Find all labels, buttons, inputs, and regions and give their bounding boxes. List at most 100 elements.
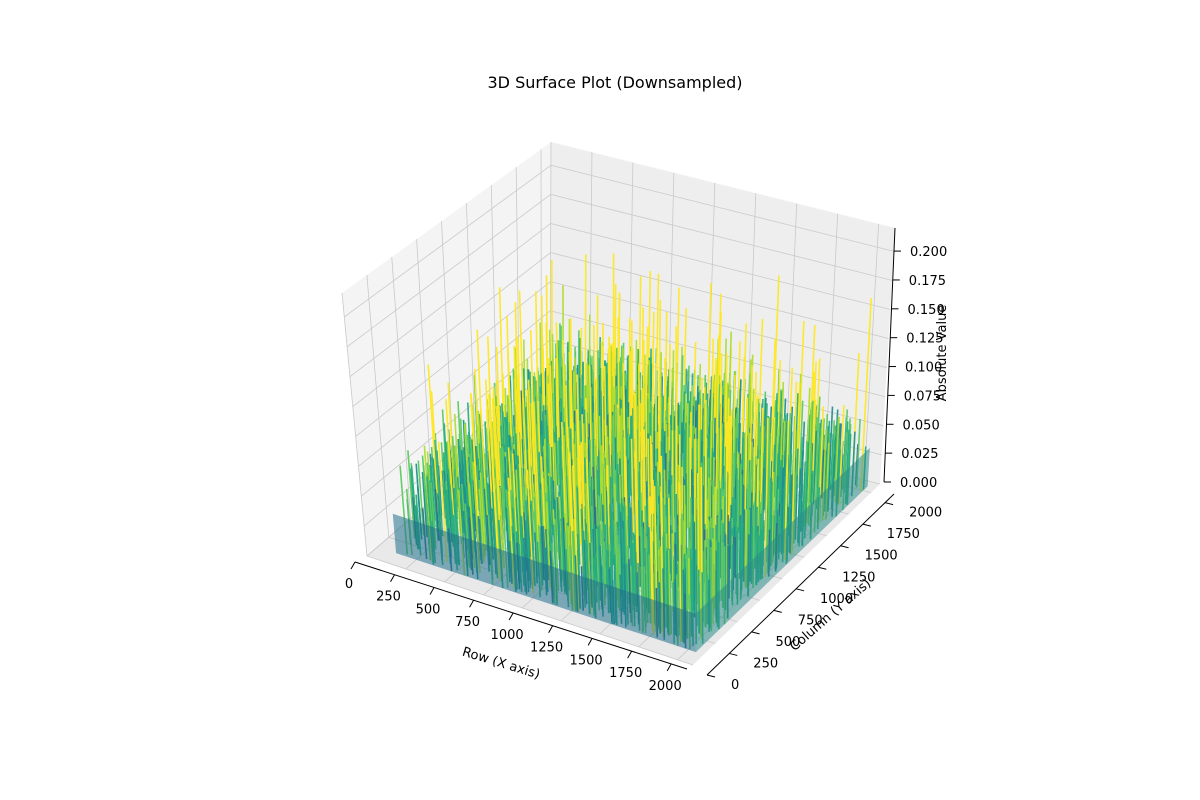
surface-spike <box>749 441 753 516</box>
surface-spike <box>769 338 776 486</box>
surface-spike <box>693 534 696 618</box>
surface-spike <box>622 436 625 514</box>
y-tick-label: 1250 <box>842 570 875 585</box>
tick-mark <box>706 674 716 678</box>
y-tick-label: 0 <box>731 678 739 693</box>
surface-spike <box>498 449 504 520</box>
surface-spike <box>604 524 608 588</box>
z-grid-left <box>358 310 551 467</box>
y-tick-label: 1750 <box>887 527 920 542</box>
tick-mark <box>795 588 805 592</box>
x-tick-label: 500 <box>416 603 441 618</box>
surface-spike <box>806 402 813 524</box>
surface-spike <box>670 525 673 582</box>
surface-spike <box>555 426 559 486</box>
surface-spike <box>682 409 685 454</box>
left-pane <box>342 142 551 556</box>
surface-spike <box>733 526 736 578</box>
surface-spike <box>783 420 788 499</box>
surface-spike <box>577 423 584 573</box>
surface-spike <box>436 450 444 537</box>
surface-spike <box>763 403 768 510</box>
tick-mark <box>884 502 894 506</box>
surface-spike <box>686 403 689 529</box>
z-tick-label: 0.175 <box>909 274 946 289</box>
z-grid-back <box>550 281 887 369</box>
x-tick-label: 0 <box>345 577 353 592</box>
tick-mark <box>587 638 593 646</box>
x-tick-label: 750 <box>455 615 480 630</box>
z-grid-left <box>352 252 551 407</box>
x-tick-label: 1250 <box>530 641 563 656</box>
tick-labels: 0 250 500 750 1000 1250 1500 1750 2000 0 250 500 750… <box>345 245 947 694</box>
z-tick-label: 0.075 <box>904 389 941 404</box>
surface-spike <box>815 423 821 510</box>
surface-spike <box>739 515 742 579</box>
surface-spike <box>729 504 732 569</box>
surface-spike <box>481 477 487 551</box>
z-grid-back <box>550 252 889 339</box>
tick-mark <box>390 574 395 582</box>
y-tick-label: 750 <box>798 613 823 628</box>
x-tick-label: 1500 <box>570 653 603 668</box>
surface-spike <box>746 359 752 491</box>
z-tick-label: 0.150 <box>908 303 945 318</box>
surface-spike <box>616 471 620 554</box>
surface-spike <box>807 400 814 526</box>
z-tick-label: 0.025 <box>901 447 938 462</box>
surface-spike <box>446 473 453 543</box>
surface-spike <box>741 522 744 577</box>
surface-spike <box>709 421 712 541</box>
tick-mark <box>469 599 475 608</box>
z-tick-label: 0.125 <box>906 332 943 347</box>
surface-spike <box>638 535 642 587</box>
surface-spike <box>812 430 818 505</box>
y-grid-left <box>366 274 390 538</box>
tick-mark <box>627 650 633 659</box>
surface-spike <box>515 469 522 556</box>
z-grid-back <box>550 164 894 252</box>
z-tick-label: 0.100 <box>905 361 942 376</box>
z-tick-label: 0.200 <box>910 245 947 260</box>
z-grid-left <box>344 164 552 318</box>
y-grid-left <box>466 203 477 462</box>
surface-spike <box>597 350 600 467</box>
surface-spike <box>786 424 792 498</box>
y-tick-label: 1000 <box>820 592 853 607</box>
z-tick-label: 0.050 <box>903 418 940 433</box>
tick-mark <box>818 566 827 570</box>
surface-spike <box>737 379 742 458</box>
tick-mark <box>548 625 554 633</box>
surface-spike <box>479 472 487 557</box>
x-tick-label: 250 <box>376 590 401 605</box>
surface-spike <box>494 488 500 554</box>
surface-right-face <box>695 447 870 653</box>
surface-spike <box>733 485 737 530</box>
surface-spike <box>829 433 834 491</box>
tick-mark <box>773 609 782 613</box>
tick-mark <box>666 663 672 672</box>
surface-spike <box>576 487 581 565</box>
surface-spike <box>787 454 792 536</box>
x-tick-label: 1000 <box>491 628 524 643</box>
y-tick-label: 2000 <box>909 506 942 521</box>
y-tick-label: 250 <box>753 657 778 672</box>
y-grid-left <box>341 292 368 557</box>
z-axis-line <box>883 227 896 483</box>
tick-mark <box>840 545 849 549</box>
surface-spike <box>525 407 529 473</box>
surface-spike <box>576 409 582 545</box>
surface-spike <box>527 379 535 519</box>
surface-spike <box>598 415 603 544</box>
z-tick-label: 0.000 <box>900 476 937 491</box>
surface-spike <box>663 531 666 607</box>
surface-spike <box>510 450 518 571</box>
chart-title: 3D Surface Plot (Downsampled) <box>487 73 742 92</box>
surface-front-face <box>392 513 696 653</box>
tick-mark <box>729 652 738 656</box>
z-grid-left <box>346 194 552 348</box>
tick-mark <box>862 523 871 527</box>
x-tick-label: 2000 <box>649 679 682 694</box>
tick-mark <box>751 631 760 635</box>
